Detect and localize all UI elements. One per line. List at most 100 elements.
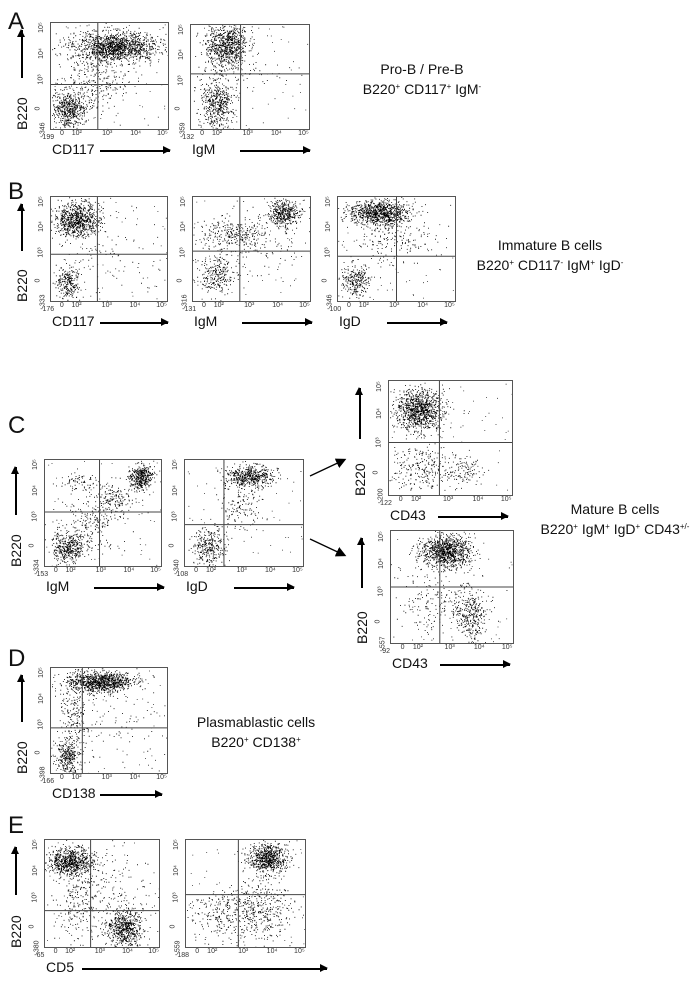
x-tick-label: 10⁵ <box>150 567 161 574</box>
y-tick-label: 10⁵ <box>37 196 45 208</box>
x-tick-label: 10² <box>65 567 76 574</box>
x-tick-label: 10³ <box>444 644 455 651</box>
annotation-title: Pro-B / Pre-B <box>380 61 464 77</box>
y-tick-label: -398 <box>39 766 47 781</box>
x-tick-label: 10⁵ <box>148 948 159 955</box>
x-tick-label: 10² <box>71 302 82 309</box>
scatter-plot-b3 <box>337 196 456 302</box>
y-tick-label: -334 <box>33 559 41 574</box>
y-tick-label: -346 <box>326 294 334 309</box>
panel-letter-b: B <box>8 178 25 205</box>
y-tick-label: 10³ <box>31 892 39 903</box>
x-tick-label: 10³ <box>101 774 112 781</box>
y-axis-arrow <box>18 673 24 723</box>
annotation-markers: B220+ IgM+ IgD+ CD43+/- <box>540 521 690 537</box>
y-axis-label: B220 <box>14 269 30 302</box>
y-axis-arrow <box>18 29 24 78</box>
y-tick-label: 10³ <box>37 719 45 730</box>
annotation-markers: B220+ CD117- IgM+ IgD- <box>476 257 624 273</box>
x-tick-label: 10⁵ <box>156 774 167 781</box>
annotation-title: Immature B cells <box>497 237 603 253</box>
y-tick-label: -557 <box>379 636 387 651</box>
x-tick-label: 0 <box>347 302 351 309</box>
y-tick-label: 10⁴ <box>179 221 187 233</box>
y-tick-label: 10⁴ <box>177 49 185 61</box>
x-tick-label: -176 <box>40 306 55 313</box>
x-tick-label: 10⁴ <box>417 302 429 309</box>
y-tick-label: 10⁵ <box>177 24 185 36</box>
x-tick-label: 10⁴ <box>129 774 141 781</box>
x-tick-label: 0 <box>59 302 64 309</box>
x-axis-label: IgD <box>186 578 208 594</box>
y-tick-label: 10³ <box>31 511 39 522</box>
x-tick-label: -92 <box>379 648 391 655</box>
x-tick-label: 10⁴ <box>266 948 278 955</box>
x-tick-label: 10⁴ <box>264 567 276 574</box>
y-tick-label: 10⁵ <box>171 459 179 471</box>
scatter-plot-c2 <box>184 459 304 567</box>
scatter-plot-c3 <box>388 380 513 496</box>
x-axis-label: IgM <box>46 578 70 594</box>
y-tick-label: 10⁵ <box>31 839 39 851</box>
y-tick-label: 0 <box>169 924 177 929</box>
x-tick-label: 10³ <box>242 130 253 137</box>
x-axis-arrow <box>438 513 509 519</box>
y-tick-label: 10³ <box>324 247 332 258</box>
x-tick-label: 10⁵ <box>292 567 303 574</box>
y-tick-label: -559 <box>174 940 182 955</box>
x-tick-label: 0 <box>195 948 200 955</box>
y-axis-label: B220 <box>14 741 30 774</box>
x-axis-label: CD43 <box>392 655 428 671</box>
x-tick-label: -122 <box>377 500 392 507</box>
x-tick-label: 10² <box>65 948 76 955</box>
scatter-plot-e2 <box>185 839 306 948</box>
x-tick-label: 0 <box>202 302 206 309</box>
x-tick-label: 10⁵ <box>500 496 512 503</box>
y-axis-arrow <box>18 203 24 251</box>
y-tick-label: 10⁴ <box>324 221 332 233</box>
y-tick-label: -359 <box>179 122 187 137</box>
x-tick-label: 10⁵ <box>299 302 310 309</box>
y-tick-label: 0 <box>28 543 36 548</box>
y-axis-arrow <box>358 536 364 589</box>
x-tick-label: -199 <box>40 134 55 141</box>
x-tick-label: 10² <box>412 644 423 651</box>
x-axis-arrow <box>100 319 169 325</box>
x-tick-label: 10⁴ <box>270 130 282 137</box>
x-tick-label: 10² <box>358 302 369 309</box>
y-axis-label: B220 <box>8 915 24 948</box>
x-axis-arrow <box>94 584 165 590</box>
y-axis-arrow <box>356 386 362 440</box>
y-tick-label: -340 <box>173 559 181 574</box>
scatter-plot-d1 <box>50 667 168 774</box>
x-tick-label: 10² <box>213 302 224 309</box>
x-tick-label: 0 <box>53 567 58 574</box>
y-tick-label: 10⁴ <box>37 692 45 704</box>
x-tick-label: 0 <box>59 774 64 781</box>
y-axis-arrow <box>12 466 18 515</box>
x-tick-label: 0 <box>400 644 405 651</box>
y-tick-label: 10³ <box>177 75 185 86</box>
x-tick-label: 0 <box>200 130 205 137</box>
y-tick-label: -316 <box>181 294 189 309</box>
y-axis-arrow <box>12 845 18 896</box>
y-tick-label: 10⁴ <box>171 484 179 496</box>
x-tick-label: 10³ <box>102 130 113 137</box>
x-tick-label: 10⁵ <box>156 302 167 309</box>
x-tick-label: 10⁵ <box>501 644 513 651</box>
y-tick-label: 10⁵ <box>172 839 180 851</box>
panel-letter-c: C <box>8 412 26 439</box>
y-tick-label: 0 <box>374 619 382 624</box>
x-tick-label: -100 <box>327 306 342 313</box>
x-tick-label: 10³ <box>94 948 105 955</box>
x-tick-label: -188 <box>175 952 190 959</box>
x-axis-arrow <box>440 661 511 667</box>
x-tick-label: 10³ <box>244 302 255 309</box>
x-axis-arrow <box>100 791 163 797</box>
y-tick-label: 10⁵ <box>179 196 187 208</box>
scatter-plot-a1 <box>50 22 169 130</box>
annotation-immature-b: Immature B cells B220+ CD117- IgM+ IgD- <box>470 236 630 274</box>
scatter-plot-b2 <box>192 196 311 302</box>
y-tick-label: -346 <box>39 122 47 137</box>
y-tick-label: 0 <box>34 106 42 111</box>
